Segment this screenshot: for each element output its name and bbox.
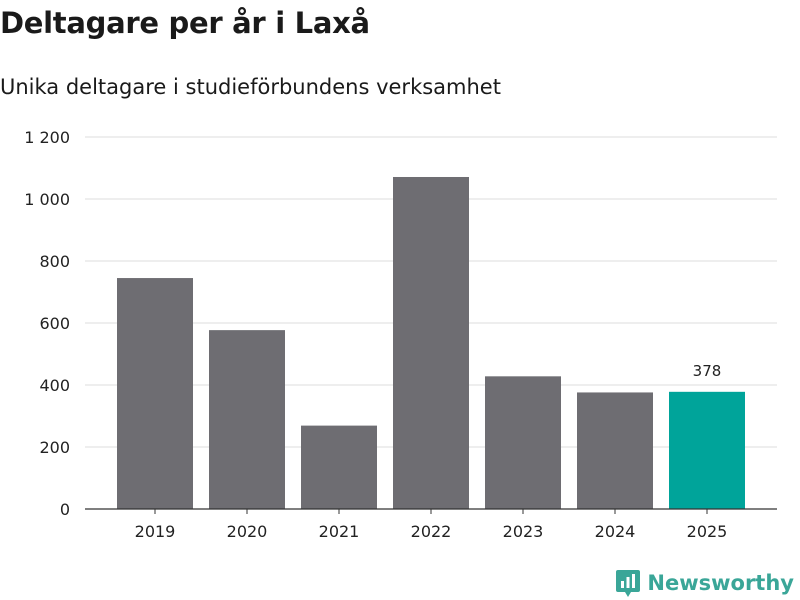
bar	[393, 176, 469, 510]
brand-logo: Newsworthy	[615, 568, 794, 598]
x-tick-label: 2019	[135, 522, 176, 541]
bar	[117, 278, 193, 509]
y-tick-label: 1 000	[24, 190, 70, 209]
bar	[485, 376, 561, 509]
y-tick-label: 0	[60, 500, 70, 519]
y-tick-label: 600	[39, 314, 70, 333]
y-tick-label: 1 200	[24, 128, 70, 147]
bar-highlight	[669, 391, 745, 509]
chart-subtitle: Unika deltagare i studieförbundens verks…	[0, 75, 501, 99]
x-tick-label: 2020	[227, 522, 268, 541]
newsworthy-logo-icon	[616, 570, 641, 597]
x-tick-label: 2023	[503, 522, 544, 541]
y-tick-label: 200	[39, 438, 70, 457]
y-tick-label: 400	[39, 376, 70, 395]
data-label: 378	[693, 362, 722, 380]
x-tick-label: 2022	[411, 522, 452, 541]
x-tick-label: 2024	[595, 522, 636, 541]
bar	[301, 425, 377, 509]
x-tick-label: 2021	[319, 522, 360, 541]
x-tick-label: 2025	[687, 522, 728, 541]
bar	[577, 392, 653, 509]
bar	[209, 330, 285, 509]
brand-name: Newsworthy	[647, 571, 794, 595]
y-tick-label: 800	[39, 252, 70, 271]
chart-title: Deltagare per år i Laxå	[0, 6, 370, 40]
